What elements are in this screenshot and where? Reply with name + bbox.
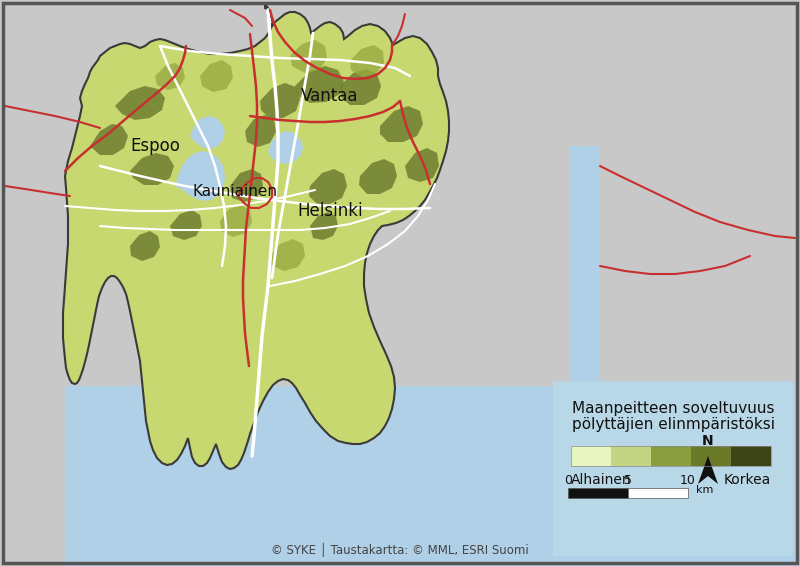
Text: Maanpeitteen soveltuvuus: Maanpeitteen soveltuvuus — [572, 401, 774, 415]
Polygon shape — [230, 169, 263, 202]
Polygon shape — [359, 159, 397, 194]
Polygon shape — [63, 4, 449, 469]
Bar — [611, 446, 651, 466]
Polygon shape — [90, 124, 128, 155]
Text: © SYKE │ Taustakartta: © MML, ESRI Suomi: © SYKE │ Taustakartta: © MML, ESRI Suomi — [271, 543, 529, 557]
Polygon shape — [340, 69, 381, 105]
Text: 10: 10 — [680, 474, 696, 487]
Text: 0: 0 — [564, 474, 572, 487]
Polygon shape — [270, 239, 305, 271]
Bar — [571, 446, 771, 466]
Bar — [651, 446, 691, 466]
Polygon shape — [268, 131, 303, 164]
Bar — [570, 386, 800, 566]
Bar — [571, 446, 611, 466]
Polygon shape — [260, 83, 300, 118]
Polygon shape — [295, 66, 344, 103]
Text: Espoo: Espoo — [130, 137, 180, 155]
Polygon shape — [130, 231, 160, 261]
Polygon shape — [698, 456, 718, 484]
Polygon shape — [175, 151, 225, 201]
Polygon shape — [220, 205, 252, 237]
Text: Korkea: Korkea — [724, 473, 771, 487]
Bar — [731, 446, 771, 466]
Bar — [0, 0, 65, 566]
Text: Helsinki: Helsinki — [297, 202, 363, 220]
Bar — [0, 0, 800, 146]
Polygon shape — [130, 153, 174, 185]
Polygon shape — [290, 40, 327, 73]
Polygon shape — [170, 210, 202, 240]
Bar — [570, 0, 800, 566]
Text: km: km — [696, 485, 714, 495]
Text: N: N — [702, 434, 714, 448]
Polygon shape — [310, 212, 338, 240]
Polygon shape — [309, 169, 347, 204]
Polygon shape — [245, 115, 276, 147]
Text: Kauniainen: Kauniainen — [193, 183, 278, 199]
Polygon shape — [405, 148, 439, 182]
Polygon shape — [115, 86, 165, 120]
Polygon shape — [155, 63, 185, 90]
Text: Vantaa: Vantaa — [302, 87, 358, 105]
Polygon shape — [200, 60, 233, 92]
Bar — [600, 0, 800, 416]
Text: Alhainen: Alhainen — [571, 473, 632, 487]
Bar — [568, 488, 628, 498]
Polygon shape — [380, 106, 423, 142]
Text: 5: 5 — [624, 474, 632, 487]
Bar — [691, 446, 731, 466]
Polygon shape — [190, 116, 225, 149]
Polygon shape — [350, 45, 384, 77]
Text: pölyttäjien elinmpäristöksi: pölyttäjien elinmpäristöksi — [571, 418, 774, 432]
Bar — [0, 386, 800, 566]
Bar — [553, 381, 793, 556]
Bar — [628, 488, 688, 498]
